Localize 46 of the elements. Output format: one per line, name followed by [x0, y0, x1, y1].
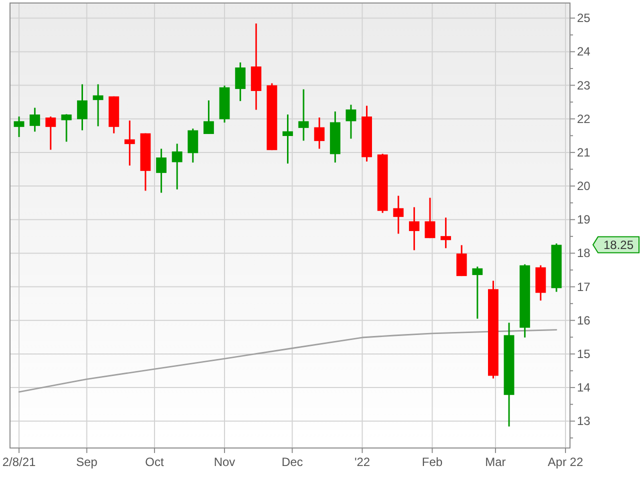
candlestick — [124, 120, 135, 166]
candlestick — [314, 116, 325, 150]
candlestick — [172, 142, 182, 190]
candlestick — [92, 84, 104, 128]
candlestick — [440, 216, 452, 249]
x-tick-label: '22 — [354, 455, 370, 469]
y-tick-label: 15 — [577, 346, 591, 361]
candlestick — [424, 197, 436, 239]
candlestick — [393, 195, 404, 234]
y-tick-label: 24 — [577, 44, 591, 59]
candlestick — [156, 148, 167, 194]
candlestick — [77, 84, 88, 132]
y-tick-label: 20 — [577, 179, 591, 194]
candlestick — [346, 104, 356, 140]
candlestick — [45, 116, 56, 151]
candlestick — [472, 266, 483, 320]
candlestick — [30, 107, 40, 132]
text: 18.25 — [603, 238, 634, 252]
candlestick — [14, 116, 24, 138]
candlestick — [298, 88, 309, 142]
x-tick-label: Oct — [145, 455, 165, 469]
y-tick-label: 17 — [577, 280, 591, 294]
x-tick-label: Feb — [422, 455, 443, 469]
x-tick-label: Dec — [282, 455, 303, 469]
x-tick-label: Mar — [485, 455, 506, 469]
candlestick — [203, 100, 214, 135]
line-series — [18, 329, 558, 393]
x-tick-label: 2/8/21 — [2, 455, 36, 469]
y-tick-label: 19 — [577, 212, 591, 227]
x-tick-label: Apr 22 — [548, 455, 584, 469]
y-tick-label: 23 — [577, 78, 591, 92]
y-tick-label: 16 — [577, 313, 591, 328]
y-tick-label: 14 — [577, 380, 591, 395]
candlestick — [456, 244, 467, 277]
y-tick-label: 22 — [577, 112, 591, 126]
candlestick — [61, 113, 72, 142]
y-tick-label: 21 — [577, 145, 591, 160]
x-tick-label: Nov — [214, 455, 236, 469]
candlestick — [188, 128, 198, 164]
x-tick-label: Sep — [76, 455, 98, 469]
candlestick — [408, 206, 420, 251]
candlestick — [282, 114, 293, 164]
y-tick-label: 18 — [577, 246, 591, 260]
candlestick — [235, 62, 246, 102]
y-tick-label: 25 — [577, 11, 591, 26]
y-tick-label: 13 — [577, 414, 591, 428]
